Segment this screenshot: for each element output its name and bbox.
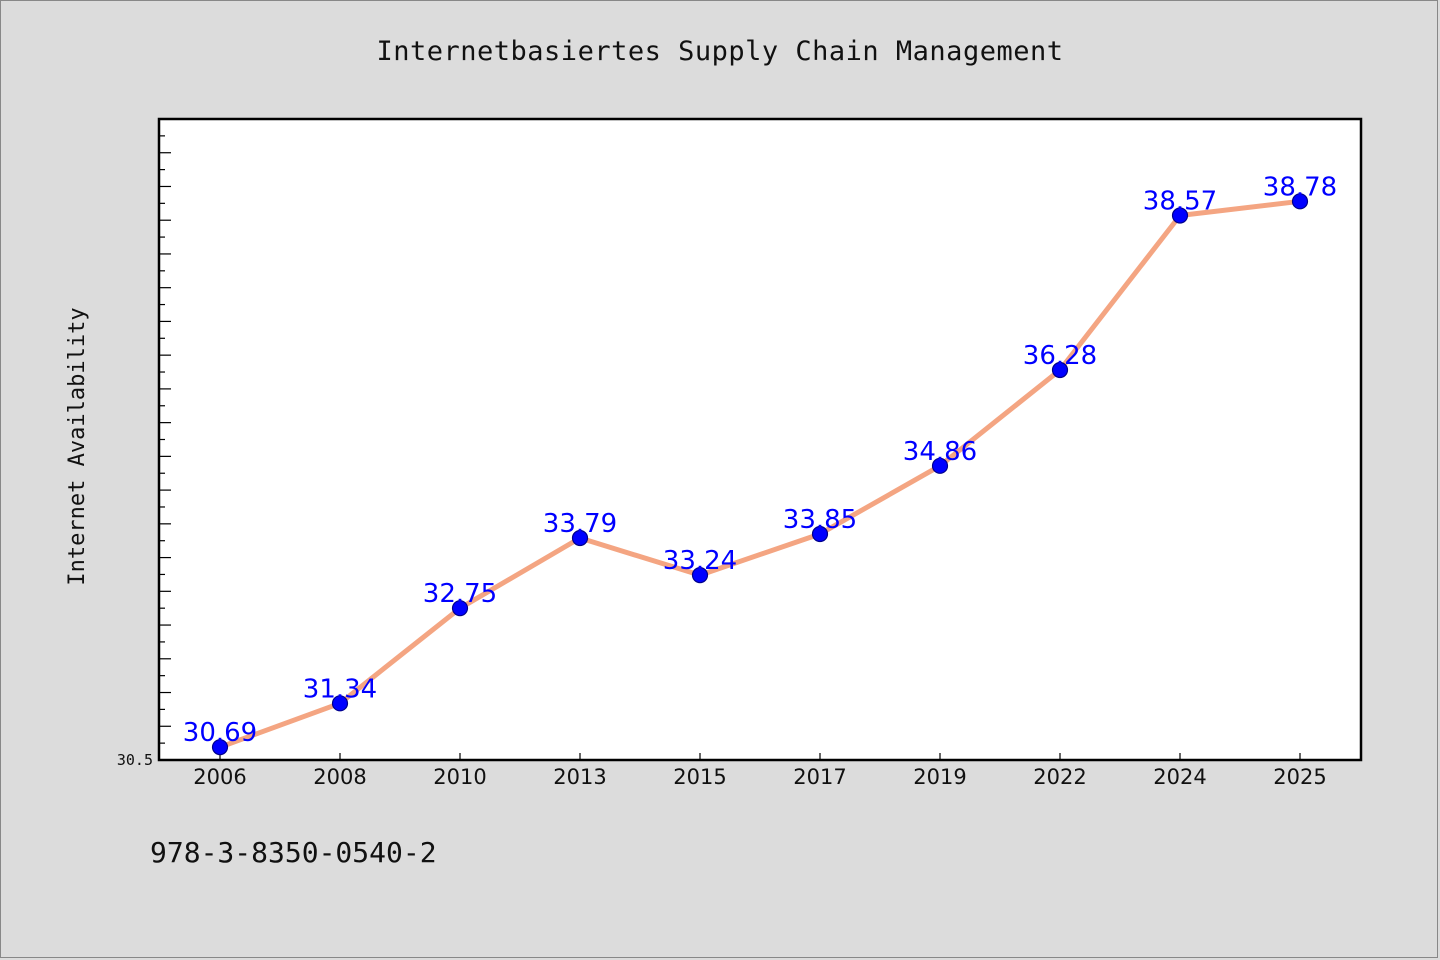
x-tick-label: 2006 [193,765,246,789]
data-label: 38.57 [1143,186,1217,216]
chart-title: Internetbasiertes Supply Chain Managemen… [376,36,1064,67]
x-tick-label: 2025 [1273,765,1326,789]
data-point [211,739,229,756]
data-label: 33.85 [783,505,857,535]
x-tick-label: 2008 [313,765,366,789]
data-point [331,695,349,712]
x-tick-label: 2017 [793,765,846,789]
x-tick-label: 2010 [433,765,486,789]
data-label: 33.24 [663,546,737,576]
x-tick-label: 2024 [1153,765,1206,789]
data-label: 34.86 [903,437,977,467]
data-label: 36.28 [1023,341,1097,371]
y-axis-title: Internet Availability [65,307,90,585]
data-label: 33.79 [543,509,617,539]
data-point [811,525,829,543]
data-point [571,529,589,547]
data-label: 32.75 [423,579,497,609]
isbn-label: 978-3-8350-0540-2 [150,836,437,869]
x-tick-label: 2015 [673,765,726,789]
x-tick-label: 2022 [1033,765,1086,789]
data-label: 38.78 [1263,172,1337,202]
plot-area [157,117,1363,762]
data-label: 30.69 [183,718,257,748]
data-point [691,567,709,584]
data-point [1051,361,1069,379]
data-label: 31.34 [303,674,377,704]
x-tick-label: 2013 [553,765,606,789]
y-tick-label: 30.5 [117,751,153,769]
data-point [451,600,469,617]
data-point [1291,193,1309,210]
data-point [1171,207,1189,224]
x-tick-label: 2019 [913,765,966,789]
data-point [931,457,949,474]
series-line [217,198,1303,750]
